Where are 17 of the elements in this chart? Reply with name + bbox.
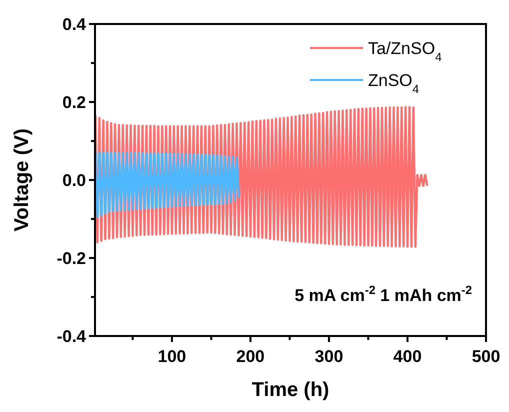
x-tick-label: 500 bbox=[472, 347, 500, 366]
x-tick-label: 300 bbox=[314, 347, 344, 366]
y-tick-label: 0.0 bbox=[62, 171, 86, 190]
x-tick-label: 200 bbox=[236, 347, 265, 366]
y-axis-title: Voltage (V) bbox=[11, 128, 33, 232]
y-tick-label: -0.2 bbox=[56, 249, 86, 268]
x-tick-label: 400 bbox=[393, 347, 422, 366]
legend-label: ZnSO$_{4}$ bbox=[368, 71, 420, 96]
annotation: 5 mA cm$^{-2}$ 1 mAh cm$^{-2}$ bbox=[294, 283, 472, 305]
line-series bbox=[94, 106, 428, 248]
y-tick-label: -0.4 bbox=[56, 327, 87, 346]
line-series bbox=[94, 152, 240, 218]
legend-label: Ta/ZnSO$_{4}$ bbox=[368, 39, 442, 64]
y-tick-label: 0.4 bbox=[62, 15, 87, 34]
y-tick-label: 0.2 bbox=[62, 93, 86, 112]
x-tick-label: 100 bbox=[158, 347, 186, 366]
x-axis-title: Time (h) bbox=[252, 379, 330, 401]
